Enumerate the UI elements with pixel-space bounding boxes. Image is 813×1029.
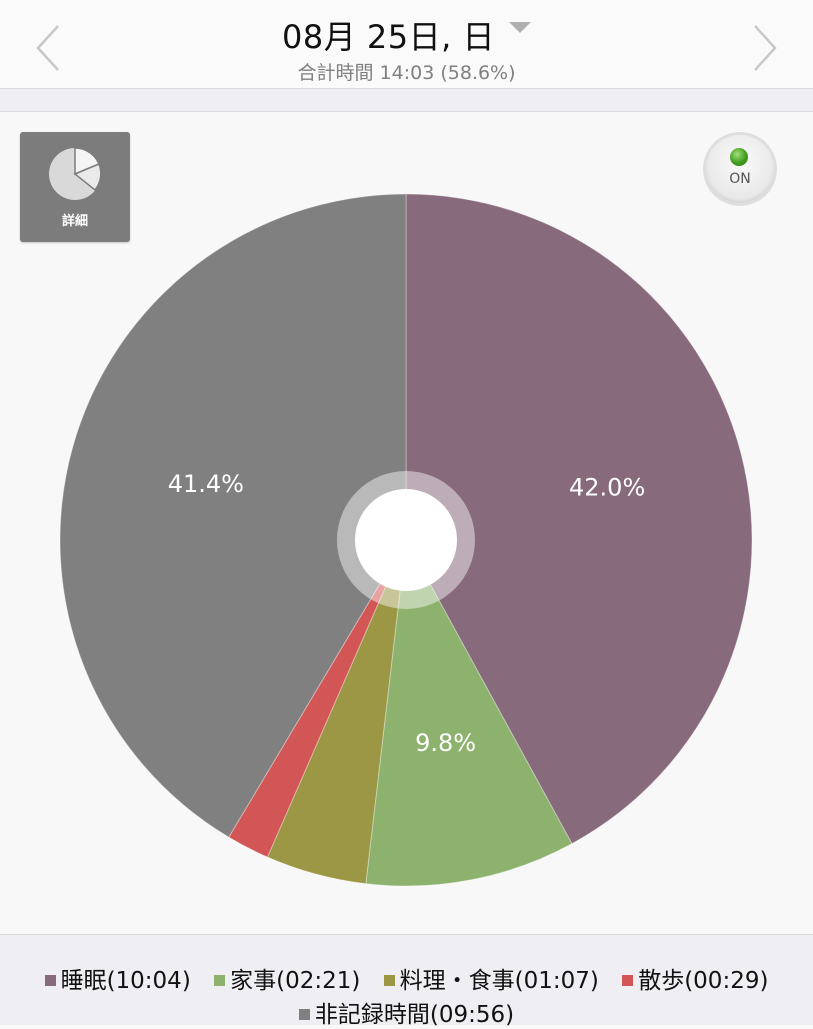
legend-label: 睡眠(10:04) [60,968,191,994]
center-hole [355,489,457,591]
pie-slice[interactable] [405,193,753,845]
legend-swatch [214,975,226,986]
pie-slice[interactable] [59,193,407,838]
legend-swatch [44,975,56,986]
slice-data-label: 41.4% [168,470,244,498]
detail-button[interactable]: 詳細 [20,132,130,242]
legend-swatch [383,975,395,986]
chart-legend: 睡眠(10:04) 家事(02:21) 料理・食事(01:07) 散歩(00:2… [0,934,813,1028]
legend-item-walk: 散歩(00:29) [622,961,768,995]
legend-label: 非記録時間(09:56) [314,1002,515,1028]
legend-item-sleep: 睡眠(10:04) [44,961,191,995]
date-title: 08月 25日, 日 [282,18,495,56]
total-time-summary: 合計時間 14:03 (58.6%) [297,62,516,84]
on-toggle[interactable]: ON [706,135,774,203]
pie-slice[interactable] [228,539,407,858]
status-led-icon [730,148,748,166]
legend-label: 家事(02:21) [230,968,361,994]
next-day-button[interactable] [743,20,783,76]
date-selector[interactable]: 08月 25日, 日 [282,12,531,58]
legend-swatch [298,1009,310,1020]
pie-chart: 42.0% 9.8% 41.4% [59,193,753,887]
pie-chart-icon [49,147,102,200]
legend-item-cooking: 料理・食事(01:07) [383,961,599,995]
pie-slice[interactable] [365,538,573,887]
chevron-right-icon [754,25,777,71]
date-header: 08月 25日, 日 合計時間 14:03 (58.6%) [0,0,813,89]
legend-swatch [622,975,634,986]
legend-item-housework: 家事(02:21) [214,961,360,995]
legend-label: 散歩(00:29) [638,968,769,994]
chevron-left-icon [36,25,59,71]
dropdown-caret-icon [508,21,531,33]
separator-band [0,89,813,112]
previous-day-button[interactable] [30,20,70,76]
slice-data-label: 9.8% [415,729,476,757]
slice-data-label: 42.0% [569,474,645,502]
toggle-label: ON [729,171,751,187]
legend-row: 睡眠(10:04) 家事(02:21) 料理・食事(01:07) 散歩(00:2… [0,961,813,995]
detail-label: 詳細 [61,214,88,229]
pie-slice[interactable] [266,539,407,885]
legend-label: 料理・食事(01:07) [399,968,599,994]
